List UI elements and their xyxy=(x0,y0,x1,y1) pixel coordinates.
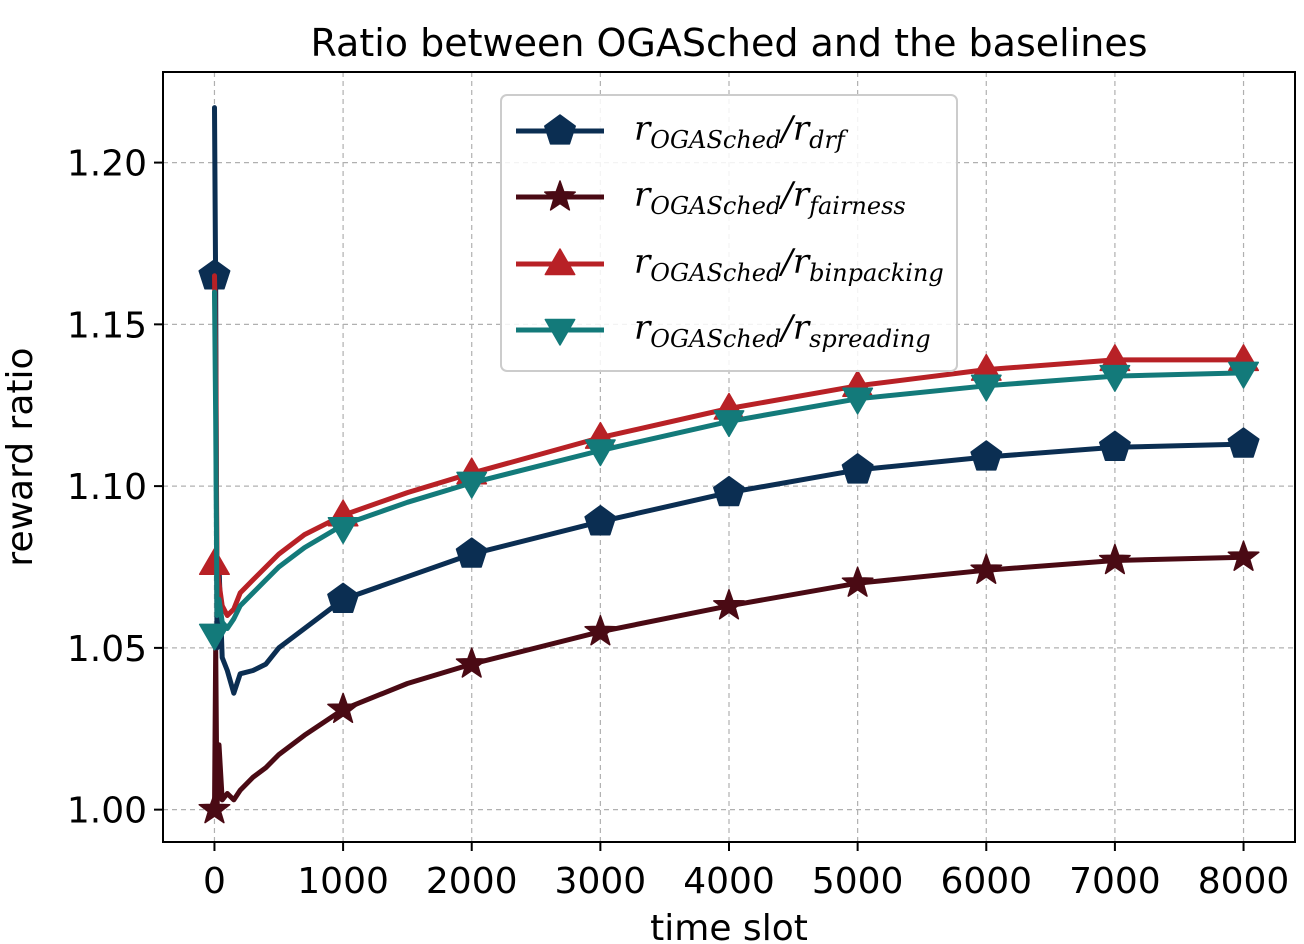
x-tick-label: 0 xyxy=(203,861,226,902)
data-point-spreading xyxy=(970,374,1002,402)
legend-label-part: OGASched xyxy=(650,126,781,154)
legend-label-part: OGASched xyxy=(650,192,781,220)
legend-label-part: /r xyxy=(778,308,810,348)
data-point-spreading xyxy=(456,471,488,499)
data-point-spreading xyxy=(713,410,745,438)
series-line-fairness xyxy=(212,554,1246,813)
legend-label: rOGASched/rspreading xyxy=(634,308,931,353)
legend-label-part: r xyxy=(634,308,652,348)
x-tick-label: 6000 xyxy=(940,861,1032,902)
data-point-drf xyxy=(327,582,360,614)
legend-marker xyxy=(544,318,576,346)
y-tick-label: 1.00 xyxy=(67,791,147,832)
legend-label-part: /r xyxy=(778,175,810,215)
legend-item-spreading: rOGASched/rspreading xyxy=(516,308,931,353)
data-point-fairness xyxy=(455,647,488,678)
x-tick-label: 7000 xyxy=(1069,861,1161,902)
legend-label-part: spreading xyxy=(809,325,931,353)
data-point-spreading xyxy=(842,387,874,415)
legend-label-part: OGASched xyxy=(650,325,781,353)
legend-label: rOGASched/rdrf xyxy=(634,109,849,154)
series-spreading xyxy=(198,289,1260,651)
y-axis: 1.00 1.05 1.10 1.15 1.20 xyxy=(67,144,163,832)
legend: rOGASched/rdrfrOGASched/rfairnessrOGASch… xyxy=(500,94,958,372)
legend-label-part: OGASched xyxy=(650,259,781,287)
y-tick-label: 1.10 xyxy=(67,467,147,508)
x-tick-label: 3000 xyxy=(555,861,647,902)
legend-label-part: /r xyxy=(778,242,810,282)
legend-item-binpacking: rOGASched/rbinpacking xyxy=(516,242,944,287)
series-drf xyxy=(198,105,1260,696)
legend-label-part: r xyxy=(634,175,652,215)
data-point-fairness xyxy=(327,692,360,724)
data-point-drf xyxy=(713,475,745,507)
legend-label-part: binpacking xyxy=(809,259,944,287)
y-tick-label: 1.20 xyxy=(67,144,147,185)
data-point-fairness xyxy=(713,589,745,620)
legend-label-part: /r xyxy=(778,109,810,149)
data-point-drf xyxy=(455,537,488,568)
series-line-binpacking xyxy=(212,273,1246,618)
y-tick-label: 1.05 xyxy=(67,629,147,670)
data-point-fairness xyxy=(1227,540,1260,571)
data-point-fairness xyxy=(1098,543,1131,575)
data-point-fairness xyxy=(841,566,874,597)
x-tick-label: 2000 xyxy=(426,861,518,902)
x-tick-label: 8000 xyxy=(1198,861,1290,902)
y-tick-label: 1.15 xyxy=(67,305,147,346)
x-tick-label: 1000 xyxy=(297,861,389,902)
chart-title: Ratio between OGASched and the baselines xyxy=(310,21,1147,65)
series-line-spreading xyxy=(212,289,1246,631)
x-axis-label: time slot xyxy=(650,908,808,944)
data-point-drf xyxy=(970,440,1003,471)
legend-box xyxy=(500,94,958,372)
data-point-fairness xyxy=(970,553,1003,584)
legend-marker xyxy=(544,114,576,145)
legend-label: rOGASched/rfairness xyxy=(634,175,906,220)
data-point-drf xyxy=(1227,427,1260,458)
data-point-fairness xyxy=(584,614,617,646)
x-tick-label: 5000 xyxy=(812,861,904,902)
data-point-spreading xyxy=(327,516,359,544)
data-point-spreading xyxy=(198,623,230,651)
legend-label-part: r xyxy=(634,242,652,282)
x-axis: 0 1000 2000 3000 4000 5000 6000 7000 8000 xyxy=(203,842,1289,902)
legend-item-drf: rOGASched/rdrf xyxy=(516,109,849,154)
legend-label-part: r xyxy=(634,109,652,149)
series-layer xyxy=(198,105,1260,824)
legend-label-part: drf xyxy=(809,126,849,154)
legend-item-fairness: rOGASched/rfairness xyxy=(516,175,906,220)
data-point-spreading xyxy=(584,439,616,467)
legend-marker xyxy=(544,248,576,276)
data-point-spreading xyxy=(1099,364,1131,392)
y-axis-label: reward ratio xyxy=(0,347,41,566)
data-point-drf xyxy=(584,504,617,536)
data-point-fairness xyxy=(198,792,231,824)
data-point-drf xyxy=(1098,430,1131,461)
x-tick-label: 4000 xyxy=(683,861,775,902)
legend-label-part: fairness xyxy=(807,192,906,220)
data-point-spreading xyxy=(1228,361,1260,389)
legend-label: rOGASched/rbinpacking xyxy=(634,242,944,287)
series-fairness xyxy=(198,540,1260,824)
legend-marker xyxy=(544,180,576,211)
data-point-drf xyxy=(841,453,874,484)
